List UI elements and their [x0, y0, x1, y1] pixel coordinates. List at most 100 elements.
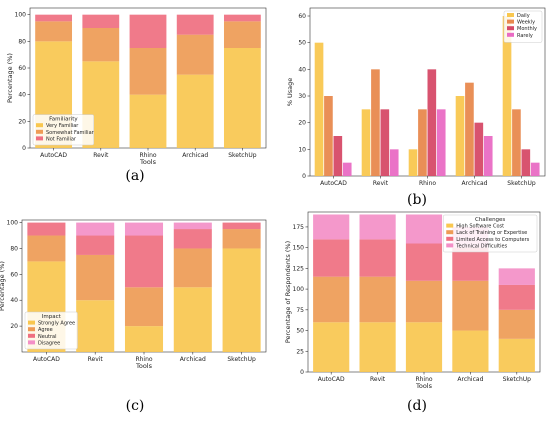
- bar-sketchup-3: [222, 222, 261, 230]
- legend-label: Not Familiar: [46, 136, 77, 142]
- bar-archicad-1: [452, 330, 489, 372]
- legend-swatch: [507, 26, 514, 31]
- bar-archicad-1: [455, 96, 465, 176]
- legend-title: Impact: [42, 314, 62, 320]
- bar-revit-3: [359, 239, 396, 277]
- legend-swatch: [28, 320, 35, 325]
- bar-sketchup-2: [223, 21, 261, 48]
- y-axis-label: Percentage (%): [0, 261, 6, 311]
- bar-sketchup-1: [502, 16, 512, 176]
- y-tick-label: 60: [18, 65, 26, 72]
- x-tick-label: Revit: [93, 152, 109, 159]
- legend-swatch: [446, 236, 454, 241]
- x-axis-label: Tools: [139, 158, 157, 166]
- x-tick-label: Rhino: [419, 180, 436, 187]
- bar-autocad-3: [313, 239, 350, 277]
- y-tick-label: 40: [298, 66, 306, 73]
- y-tick-label: 100: [293, 286, 305, 293]
- x-tick-label: Archicad: [457, 376, 483, 383]
- bar-autocad-2: [324, 96, 333, 176]
- y-tick-label: 20: [298, 120, 306, 127]
- bar-revit-3: [82, 14, 120, 28]
- legend-label: Monthly: [517, 26, 537, 32]
- x-tick-label: Revit: [370, 376, 386, 383]
- legend-swatch: [446, 230, 454, 235]
- y-tick-label: 0: [302, 173, 306, 180]
- legend-title: Challenges: [475, 217, 505, 223]
- x-tick-label: SketchUp: [507, 180, 536, 187]
- bar-rhino-1: [405, 322, 443, 372]
- x-tick-label: Archicad: [180, 356, 206, 363]
- y-tick-label: 125: [293, 265, 305, 272]
- legend-label: Strongly Agree: [38, 321, 75, 327]
- bar-revit-4: [359, 214, 396, 240]
- bar-archicad-1: [173, 287, 212, 352]
- bar-sketchup-3: [498, 284, 535, 310]
- panel-caption: (b): [407, 192, 427, 208]
- bar-archicad-3: [176, 14, 214, 35]
- legend-label: Limited Access to Computers: [456, 237, 529, 243]
- x-axis-label: Tools: [415, 382, 433, 390]
- bar-autocad-1: [314, 42, 324, 176]
- bar-autocad-2: [313, 276, 350, 323]
- bar-revit-3: [380, 109, 390, 176]
- legend-box: [24, 311, 78, 350]
- bar-rhino-1: [129, 94, 167, 148]
- bar-autocad-2: [27, 235, 66, 262]
- y-tick-label: 50: [298, 40, 306, 47]
- bar-sketchup-4: [530, 162, 540, 176]
- legend-swatch: [507, 19, 514, 24]
- y-tick-label: 10: [298, 146, 306, 153]
- bar-rhino-4: [436, 109, 446, 176]
- x-tick-label: Archicad: [182, 152, 208, 159]
- bar-archicad-3: [474, 122, 484, 176]
- legend-label: Very Familiar: [46, 123, 79, 129]
- bar-rhino-2: [418, 109, 427, 176]
- bar-sketchup-3: [521, 149, 531, 176]
- legend-swatch: [36, 136, 43, 141]
- x-tick-label: SketchUp: [228, 152, 257, 159]
- legend-label: Lack of Training or Expertise: [456, 230, 527, 236]
- y-tick-label: 75: [296, 307, 304, 314]
- legend-swatch: [28, 327, 35, 332]
- y-tick-label: 40: [18, 92, 26, 99]
- bar-revit-1: [76, 300, 115, 352]
- y-axis-label: % Usage: [286, 78, 294, 107]
- legend-swatch: [28, 333, 35, 338]
- bar-revit-4: [76, 222, 115, 236]
- bar-revit-3: [76, 235, 115, 255]
- bar-sketchup-3: [223, 14, 261, 22]
- x-tick-label: Archicad: [462, 180, 488, 187]
- y-tick-label: 60: [298, 13, 306, 20]
- x-tick-label: Rhino: [139, 152, 156, 159]
- bar-autocad-2: [35, 21, 73, 42]
- bar-archicad-2: [465, 82, 474, 176]
- bar-revit-2: [359, 276, 396, 323]
- y-tick-label: 40: [10, 297, 18, 304]
- panel-d: 0 25 50 75 100 125 150 175 AutoCAD Revit Rhino Arch…: [284, 211, 541, 414]
- panel-b: 0 10 20 30 40 50 60 AutoCAD Revit Rhino Archicad Sk…: [286, 7, 546, 208]
- legend-label: Rarely: [517, 33, 533, 39]
- legend-swatch: [36, 123, 43, 128]
- bar-rhino-3: [427, 69, 437, 176]
- bar-sketchup-1: [222, 248, 261, 352]
- legend-label: Technical Difficulties: [455, 243, 507, 249]
- legend-label: Disagree: [38, 340, 60, 346]
- bar-revit-1: [359, 322, 396, 372]
- y-tick-label: 0: [300, 369, 304, 376]
- x-tick-label: AutoCAD: [40, 152, 67, 159]
- bar-revit-1: [361, 109, 371, 176]
- bar-archicad-4: [173, 222, 212, 230]
- bar-autocad-3: [35, 14, 73, 22]
- legend-swatch: [446, 243, 454, 248]
- y-tick-label: 20: [18, 118, 26, 125]
- bar-autocad-3: [333, 136, 343, 176]
- legend-box: [443, 214, 538, 253]
- y-tick-label: 25: [296, 348, 304, 355]
- bar-sketchup-4: [498, 268, 535, 285]
- bar-rhino-2: [124, 287, 164, 327]
- bar-autocad-3: [27, 222, 66, 236]
- x-tick-label: AutoCAD: [33, 356, 60, 363]
- bar-revit-2: [371, 69, 380, 176]
